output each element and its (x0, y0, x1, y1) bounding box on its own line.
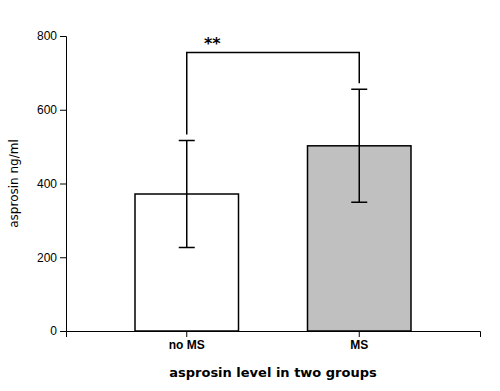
y-axis-line (60, 37, 67, 332)
y-tick: 800 (37, 29, 66, 43)
y-tick: 200 (37, 251, 66, 265)
y-tick-label: 200 (37, 251, 57, 265)
y-tick: 600 (37, 103, 66, 117)
y-axis: 0 200 400 600 800 (37, 29, 67, 338)
x-tick: no MS (169, 331, 205, 352)
significance-text: ** (204, 34, 221, 53)
x-tick: MS (350, 331, 368, 352)
y-tick: 400 (37, 177, 66, 191)
y-tick: 0 (50, 324, 66, 338)
y-tick-mark (60, 110, 66, 111)
x-axis: no MS MS (67, 331, 481, 352)
x-tick-label: no MS (169, 338, 205, 352)
x-axis-title: asprosin level in two groups (169, 365, 377, 380)
error-bar (351, 89, 367, 202)
x-axis-line (67, 332, 481, 338)
chart: 0 200 400 600 800 no MS MS ** asprosin level in … (0, 0, 500, 391)
y-axis-title: asprosin ng/ml (7, 139, 21, 228)
y-tick-mark (60, 36, 66, 37)
significance-bracket (187, 53, 360, 135)
y-tick-mark (60, 257, 66, 258)
x-tick-mark (186, 331, 187, 337)
y-tick-label: 0 (50, 324, 57, 338)
y-tick-mark (60, 331, 66, 332)
x-tick-label: MS (350, 338, 368, 352)
y-tick-label: 600 (37, 103, 57, 117)
error-bar (179, 141, 195, 248)
plot: 0 200 400 600 800 no MS MS ** (37, 29, 481, 351)
y-tick-mark (60, 184, 66, 185)
y-tick-label: 800 (37, 29, 57, 43)
marks (135, 89, 411, 331)
y-tick-label: 400 (37, 177, 57, 191)
chart-container: 0 200 400 600 800 no MS MS ** asprosin level in … (0, 0, 500, 391)
x-tick-mark (359, 331, 360, 337)
